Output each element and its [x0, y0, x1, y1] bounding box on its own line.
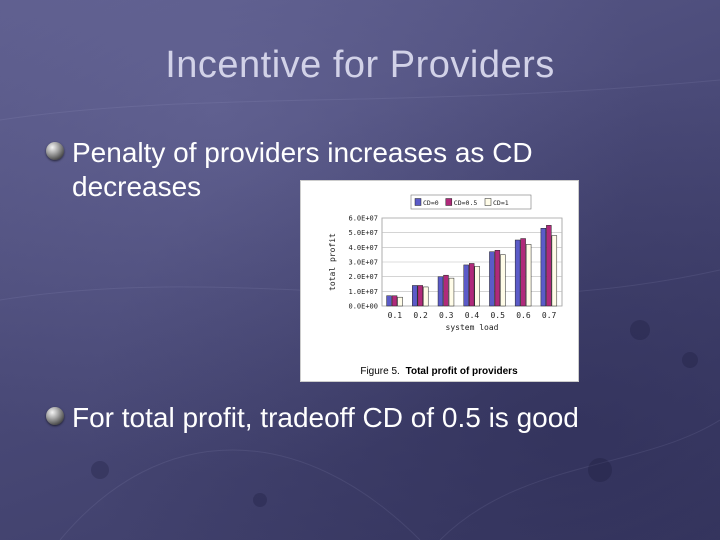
- slide-title: Incentive for Providers: [165, 44, 555, 86]
- bar: [494, 250, 501, 307]
- bar: [443, 274, 449, 307]
- figure-caption: Figure 5. Total profit of providers: [360, 366, 518, 377]
- bar: [546, 225, 552, 307]
- legend-label: CD=0: [423, 199, 439, 207]
- x-tick-label: 0.6: [516, 311, 531, 320]
- x-tick-label: 0.7: [542, 311, 557, 320]
- caption-prefix: Figure 5.: [360, 366, 399, 377]
- bar: [391, 295, 398, 307]
- bullet-text: For total profit, tradeoff CD of 0.5 is …: [72, 402, 579, 433]
- bar: [551, 235, 558, 307]
- x-tick-label: 0.2: [413, 311, 428, 320]
- bar: [412, 285, 418, 307]
- y-tick-label: 3.0E+07: [348, 259, 378, 267]
- bullet-item: For total profit, tradeoff CD of 0.5 is …: [46, 401, 686, 435]
- y-tick-label: 5.0E+07: [348, 229, 378, 237]
- bar: [514, 239, 521, 307]
- sphere-bullet-icon: [46, 407, 64, 425]
- bar: [386, 295, 392, 307]
- bar: [474, 266, 480, 307]
- y-tick-label: 2.0E+07: [348, 273, 378, 281]
- sphere-bullet-icon: [46, 142, 64, 160]
- x-tick-label: 0.5: [490, 311, 505, 320]
- bar: [469, 263, 475, 307]
- chart-figure: Figure 5. Total profit of providers 0.0E…: [300, 180, 579, 382]
- y-tick-label: 6.0E+07: [348, 215, 378, 223]
- x-tick-label: 0.1: [388, 311, 403, 320]
- y-tick-label: 1.0E+07: [348, 288, 378, 296]
- x-tick-label: 0.3: [439, 311, 454, 320]
- caption-text: Total profit of providers: [406, 366, 518, 377]
- legend-swatch: [414, 198, 422, 206]
- legend-label: CD=0.5: [454, 199, 478, 207]
- bar: [500, 254, 506, 307]
- y-tick-label: 0.0E+00: [348, 303, 378, 311]
- bar: [540, 228, 547, 307]
- bar: [520, 238, 526, 307]
- y-tick-label: 4.0E+07: [348, 244, 378, 252]
- y-axis-label: total profit: [328, 233, 337, 291]
- bar: [437, 276, 444, 307]
- total-profit-chart: Figure 5. Total profit of providers 0.0E…: [328, 194, 563, 377]
- legend-swatch: [484, 198, 492, 206]
- bar: [489, 251, 495, 307]
- bar: [397, 296, 403, 307]
- x-tick-label: 0.4: [465, 311, 480, 320]
- x-axis-label: system load: [446, 323, 499, 332]
- bar: [525, 244, 532, 307]
- legend-label: CD=1: [493, 199, 509, 207]
- legend-swatch: [445, 198, 453, 206]
- bullet-text: Penalty of providers increases as CD dec…: [72, 137, 533, 202]
- bar: [448, 277, 455, 307]
- bar: [417, 285, 423, 307]
- bar: [423, 286, 429, 307]
- bullet-item: Penalty of providers increases as CD dec…: [46, 136, 626, 204]
- bar: [463, 264, 469, 307]
- legend-box: [410, 194, 532, 210]
